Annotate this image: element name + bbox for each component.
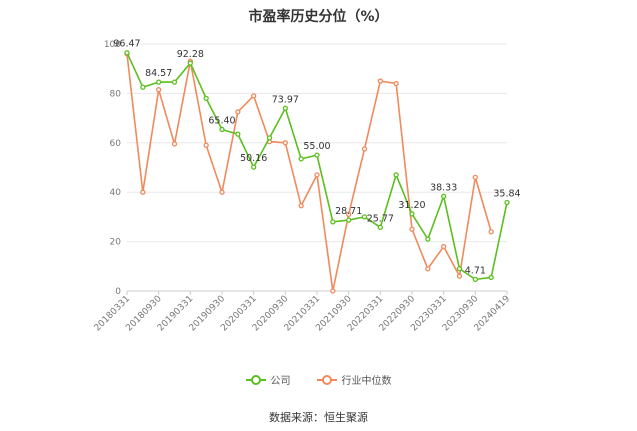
company-data-label: 28.71 xyxy=(335,206,362,217)
series-layer xyxy=(124,50,510,294)
industry-point xyxy=(472,174,478,181)
legend-company-marker-icon xyxy=(245,374,266,385)
industry-point xyxy=(441,243,447,250)
company-point xyxy=(504,199,510,206)
y-tick-label: 20 xyxy=(110,238,122,248)
company-point xyxy=(441,193,447,199)
company-point xyxy=(266,135,273,141)
industry-point xyxy=(282,140,288,146)
industry-point xyxy=(488,229,494,235)
company-point xyxy=(409,211,415,217)
company-point xyxy=(425,236,431,242)
industry-point xyxy=(425,266,431,272)
industry-point xyxy=(235,109,241,115)
company-point xyxy=(298,156,304,162)
industry-point xyxy=(346,211,352,218)
industry-point xyxy=(298,203,304,209)
company-point xyxy=(156,79,162,85)
company-point xyxy=(393,172,399,178)
y-tick-label: 0 xyxy=(115,287,121,297)
company-point xyxy=(235,131,241,137)
industry-point xyxy=(377,78,383,84)
industry-point xyxy=(203,142,209,148)
company-data-label: 73.97 xyxy=(272,94,299,105)
industry-series-line xyxy=(126,53,492,292)
chart-title: 市盈率历史分位（%） xyxy=(248,9,389,25)
industry-point xyxy=(361,146,368,152)
legend-industry-label: 行业中位数 xyxy=(341,376,392,387)
y-tick-label: 100 xyxy=(104,40,121,50)
legend-item-industry[interactable]: 行业中位数 xyxy=(316,372,392,387)
company-data-label: 55.00 xyxy=(303,141,330,152)
legend-industry-marker-icon xyxy=(316,374,337,385)
company-series-line xyxy=(126,52,508,281)
pe-percentile-chart: 0204060801002018033120180930201903312019… xyxy=(93,39,521,334)
industry-point xyxy=(456,273,463,279)
company-point xyxy=(282,105,288,111)
company-point xyxy=(361,214,368,220)
legend-company-label: 公司 xyxy=(270,376,291,387)
y-tick-label: 60 xyxy=(110,139,122,149)
company-data-label: 25.77 xyxy=(367,213,394,224)
company-point xyxy=(314,152,320,158)
data-source: 数据来源：恒生聚源 xyxy=(269,411,368,424)
y-tick-label: 40 xyxy=(110,188,122,198)
grid-layer xyxy=(127,43,507,292)
company-point xyxy=(219,126,225,133)
industry-point xyxy=(156,87,162,93)
company-data-label: 92.28 xyxy=(177,49,204,60)
y-tick-label: 80 xyxy=(110,89,122,99)
legend-item-company[interactable]: 公司 xyxy=(245,372,291,387)
company-point xyxy=(472,276,478,283)
industry-point xyxy=(171,141,178,147)
company-data-label: 38.33 xyxy=(430,182,457,193)
company-point xyxy=(124,50,130,56)
company-data-label: 96.47 xyxy=(113,39,140,50)
company-point xyxy=(330,219,336,225)
industry-point xyxy=(393,80,399,87)
company-point xyxy=(488,274,494,281)
company-data-label: 4.71 xyxy=(465,265,486,276)
company-point xyxy=(187,60,193,66)
company-data-label: 65.40 xyxy=(208,115,235,126)
industry-point xyxy=(219,189,225,195)
industry-point xyxy=(140,189,146,195)
company-data-label: 50.16 xyxy=(240,153,267,164)
company-point xyxy=(456,266,463,272)
company-data-label: 84.57 xyxy=(145,68,172,79)
company-point xyxy=(251,164,257,170)
company-data-label: 35.84 xyxy=(493,188,520,199)
industry-point xyxy=(409,226,415,232)
company-point xyxy=(377,224,383,230)
company-point xyxy=(203,95,209,101)
company-point xyxy=(346,217,352,223)
industry-point xyxy=(314,172,320,178)
industry-point xyxy=(330,288,336,294)
industry-point xyxy=(251,93,257,99)
company-point xyxy=(140,84,146,90)
legend: 公司 行业中位数 xyxy=(0,372,637,387)
company-data-label: 31.20 xyxy=(398,200,425,211)
data-label-layer: 96.47 84.57 92.28 65.40 50.16 73.97 55.00 28.71… xyxy=(113,39,520,277)
company-point xyxy=(171,79,178,85)
